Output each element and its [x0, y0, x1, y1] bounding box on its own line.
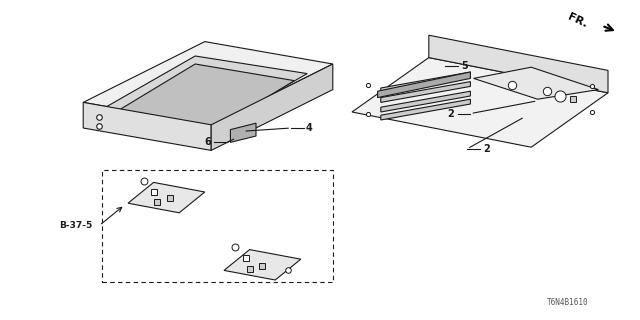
Polygon shape [224, 250, 301, 280]
Polygon shape [378, 72, 470, 98]
Polygon shape [230, 123, 256, 142]
Polygon shape [381, 82, 470, 102]
Text: B-37-5: B-37-5 [60, 221, 93, 230]
Polygon shape [211, 64, 333, 150]
Text: 2: 2 [483, 144, 490, 154]
Polygon shape [128, 182, 205, 213]
Text: 4: 4 [306, 123, 313, 133]
Polygon shape [106, 56, 307, 125]
Polygon shape [474, 67, 598, 99]
Polygon shape [83, 42, 333, 125]
Text: 5: 5 [461, 60, 468, 71]
Polygon shape [429, 35, 608, 93]
Polygon shape [118, 64, 294, 127]
Polygon shape [381, 99, 470, 120]
Text: FR.: FR. [566, 12, 589, 30]
Polygon shape [381, 91, 470, 112]
Text: 2: 2 [447, 108, 454, 119]
Polygon shape [352, 58, 608, 147]
Polygon shape [381, 72, 470, 93]
Text: T6N4B1610: T6N4B1610 [547, 298, 589, 307]
Polygon shape [83, 102, 211, 150]
Text: 6: 6 [204, 137, 211, 148]
